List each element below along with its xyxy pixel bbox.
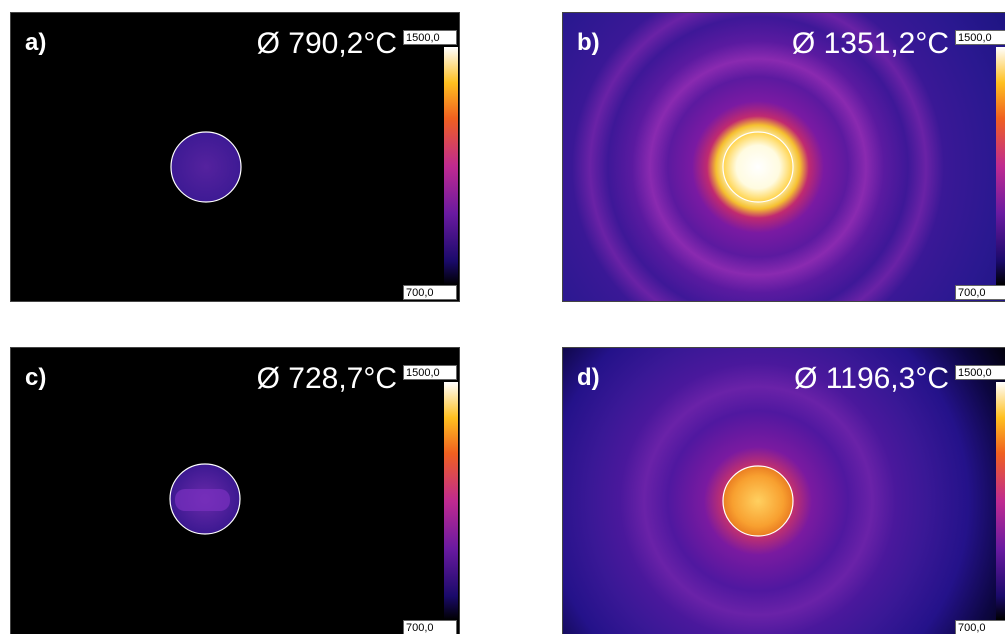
color-scale <box>996 47 1005 285</box>
mean-temperature: Ø 1196,3°C <box>794 362 949 396</box>
scale-min: 700,0 <box>955 620 1005 634</box>
hot-spot-detail <box>175 489 230 511</box>
thermal-image: d) Ø 1196,3°C 1500,0 700,0 <box>562 347 1005 634</box>
scale-max: 1500,0 <box>955 30 1005 45</box>
panel-label: c) <box>25 364 46 392</box>
panel-label: a) <box>25 29 46 57</box>
thermal-image: c) Ø 728,7°C 1500,0 700,0 <box>10 347 460 634</box>
panel-label: b) <box>577 29 600 57</box>
scale-min: 700,0 <box>955 285 1005 300</box>
panel-label: d) <box>577 364 600 392</box>
scale-min: 700,0 <box>403 285 457 300</box>
thermal-image: b) Ø 1351,2°C 1500,0 700,0 <box>562 12 1005 302</box>
thermal-image: a) Ø 790,2°C 1500,0 700,0 <box>10 12 460 302</box>
scale-max: 1500,0 <box>403 30 457 45</box>
color-scale <box>444 47 458 285</box>
mean-temperature: Ø 790,2°C <box>257 27 397 61</box>
figure: a) Ø 790,2°C 1500,0 700,0 b) Ø 1351,2°C 1500,0… <box>0 0 1005 634</box>
color-scale <box>444 382 458 620</box>
mean-temperature: Ø 728,7°C <box>257 362 397 396</box>
mean-temperature: Ø 1351,2°C <box>792 27 949 61</box>
scale-max: 1500,0 <box>403 365 457 380</box>
color-scale <box>996 382 1005 620</box>
scale-min: 700,0 <box>403 620 457 634</box>
scale-max: 1500,0 <box>955 365 1005 380</box>
